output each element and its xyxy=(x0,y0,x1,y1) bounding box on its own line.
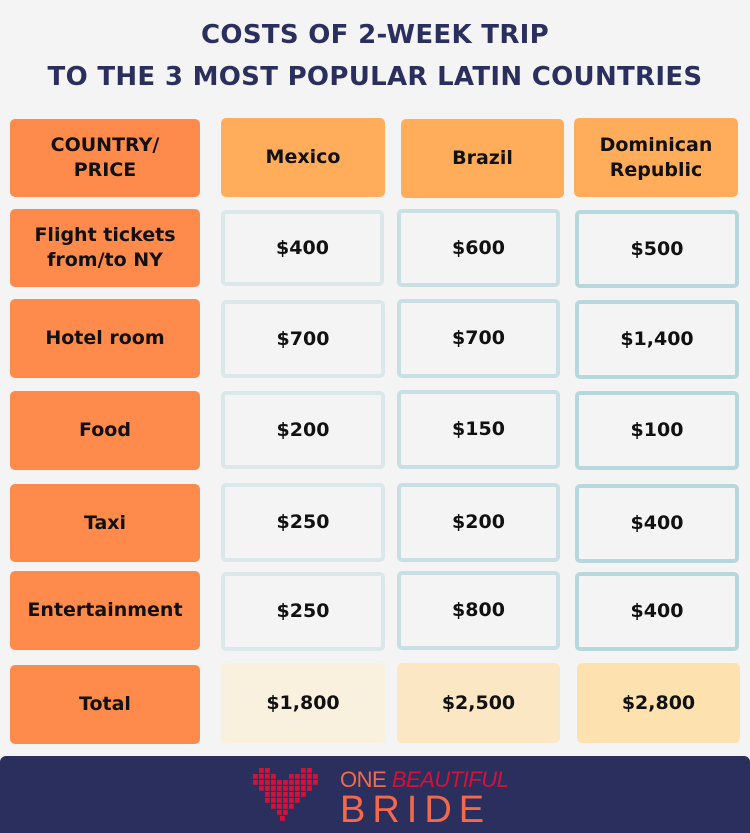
value-entertainment-mexico: $250 xyxy=(221,572,385,651)
total-mexico: $1,800 xyxy=(221,663,385,743)
column-header-mexico: Mexico xyxy=(221,118,385,197)
value-entertainment-brazil: $800 xyxy=(397,571,560,650)
logo-word-bride: BRIDE xyxy=(340,789,492,831)
value-taxi-dominican-republic: $400 xyxy=(575,484,739,563)
value-taxi-brazil: $200 xyxy=(397,483,560,562)
column-header-dominican-republic: Dominican Republic xyxy=(574,118,738,197)
logo-word-beautiful: BEAUTIFUL xyxy=(391,767,509,792)
value-food-mexico: $200 xyxy=(221,391,385,469)
value-flight-mexico: $400 xyxy=(221,210,384,286)
value-food-dominican-republic: $100 xyxy=(575,391,739,470)
chart-title-line-2: TO THE 3 MOST POPULAR LATIN COUNTRIES xyxy=(47,62,703,92)
total-dominican-republic: $2,800 xyxy=(577,663,740,743)
value-hotel-dominican-republic: $1,400 xyxy=(575,300,739,379)
row-header-flight-tickets: Flight tickets from/to NY xyxy=(10,209,200,287)
logo-word-one: ONE xyxy=(340,767,387,792)
value-food-brazil: $150 xyxy=(397,390,560,469)
value-flight-dominican-republic: $500 xyxy=(575,210,739,288)
chart-title-line-1: COSTS OF 2-WEEK TRIP xyxy=(201,20,549,50)
column-header-brazil: Brazil xyxy=(401,119,564,198)
value-hotel-mexico: $700 xyxy=(221,300,385,378)
row-header-food: Food xyxy=(10,391,200,470)
value-entertainment-dominican-republic: $400 xyxy=(575,572,739,651)
row-header-taxi: Taxi xyxy=(10,484,200,562)
logo-tagline: ONE BEAUTIFUL xyxy=(340,767,509,792)
footer-banner: ONE BEAUTIFUL BRIDE xyxy=(0,756,750,833)
total-brazil: $2,500 xyxy=(397,663,560,743)
value-flight-brazil: $600 xyxy=(397,209,560,287)
value-hotel-brazil: $700 xyxy=(397,299,560,378)
corner-header: COUNTRY/ PRICE xyxy=(10,119,200,197)
row-header-entertainment: Entertainment xyxy=(10,571,200,650)
value-taxi-mexico: $250 xyxy=(221,483,385,562)
row-header-total: Total xyxy=(10,665,200,744)
row-header-hotel-room: Hotel room xyxy=(10,299,200,378)
pixel-heart-icon xyxy=(253,768,318,821)
